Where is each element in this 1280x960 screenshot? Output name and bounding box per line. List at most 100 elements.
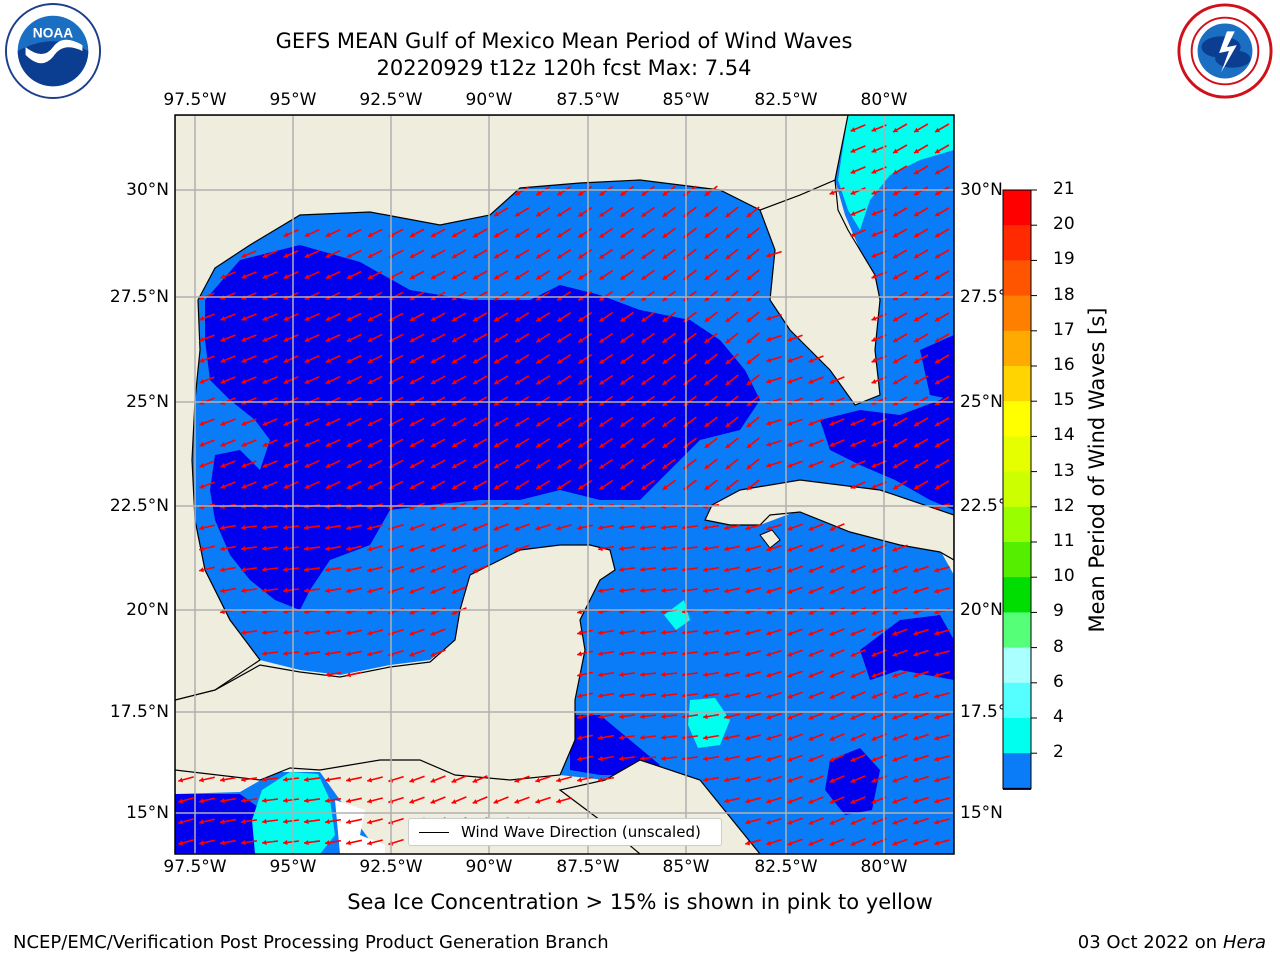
colorbar-tick-label: 13 <box>1053 460 1075 481</box>
wave-arrow-head <box>850 547 856 552</box>
wave-arrow-head <box>871 441 877 447</box>
wave-arrow-head <box>241 797 246 804</box>
wave-arrow-head <box>536 253 542 259</box>
wave-arrow-head <box>304 463 310 468</box>
wave-arrow-head <box>934 588 940 594</box>
wave-arrow-head <box>871 651 877 657</box>
colorbar-swatch <box>1003 682 1031 719</box>
sea-region-patch-cyan <box>688 698 730 748</box>
wave-arrow-head <box>304 818 309 825</box>
wave-arrow-head <box>557 463 563 469</box>
wave-arrow-head <box>724 567 729 573</box>
wave-arrow-head <box>304 232 310 237</box>
wave-arrow-head <box>409 232 415 238</box>
wave-arrow-head <box>746 317 752 323</box>
wave-arrow-head <box>935 148 941 154</box>
wave-arrow-head <box>787 693 793 699</box>
wave-arrow-head <box>934 819 940 825</box>
wave-arrow-head <box>787 756 793 762</box>
wave-arrow-head <box>262 379 268 384</box>
colorbar-tick-label: 14 <box>1053 425 1075 446</box>
wave-arrow-head <box>914 253 920 259</box>
wave-arrow-head <box>913 777 919 783</box>
wave-arrow-head <box>850 631 856 636</box>
wave-arrow-head <box>409 421 415 427</box>
wave-arrow-head <box>262 587 267 594</box>
wave-arrow-head <box>241 253 247 258</box>
wave-arrow-head <box>640 545 645 552</box>
wave-arrow-head <box>914 400 920 406</box>
wave-arrow-head <box>598 525 603 531</box>
wave-arrow-head <box>892 672 898 678</box>
wave-arrow-head <box>808 609 814 615</box>
land-yucatan <box>175 544 616 854</box>
wave-arrow-head <box>262 253 268 258</box>
wave-arrow-head <box>893 442 899 448</box>
wave-arrow-head <box>725 338 731 343</box>
wave-arrow-head <box>766 819 772 825</box>
wave-arrow-head <box>725 443 731 448</box>
wave-arrow-head <box>598 756 603 762</box>
wave-arrow-head <box>325 253 331 258</box>
wave-arrow-head <box>515 442 521 448</box>
map-gridlines <box>175 115 954 854</box>
wave-arrow-head <box>704 212 710 217</box>
colorbar-swatch <box>1003 401 1031 437</box>
wave-arrow-head <box>578 232 584 238</box>
wave-arrow-head <box>914 463 920 469</box>
wave-arrow-head <box>766 252 772 258</box>
wave-arrow-head <box>430 651 436 657</box>
wave-arrow-head <box>620 485 626 490</box>
wave-arrow-head <box>430 253 436 259</box>
y-tick-left: 20°N <box>126 600 169 620</box>
wave-arrow-head <box>220 315 226 321</box>
wave-arrow-head <box>704 233 710 238</box>
wave-arrow-head <box>515 463 521 469</box>
colorbar-swatch <box>1003 436 1031 473</box>
wave-arrow-head <box>283 650 288 657</box>
wave-arrow-head <box>913 672 919 678</box>
wave-arrow-head <box>829 190 835 195</box>
wave-arrow-head <box>745 756 751 762</box>
x-tick-top: 85°W <box>662 90 710 110</box>
wave-arrow-head <box>451 526 457 531</box>
wave-arrow-head <box>557 379 563 385</box>
wave-arrow-head <box>494 253 500 259</box>
wave-arrow-head <box>430 504 436 510</box>
wave-arrow-head <box>472 547 478 552</box>
wave-arrow-head <box>787 651 793 657</box>
wave-arrow-head <box>808 840 814 846</box>
wave-arrow-head <box>241 274 247 279</box>
wave-arrow-head <box>451 547 457 552</box>
wave-arrow-head <box>283 484 289 489</box>
wave-arrow-head <box>346 484 352 489</box>
wave-arrow-head <box>473 463 479 469</box>
wave-arrow-head <box>430 442 436 448</box>
wave-arrow-head <box>304 587 309 594</box>
wave-arrow-head <box>662 443 668 448</box>
wave-arrow-head <box>893 400 899 406</box>
wave-arrow-head <box>766 651 772 657</box>
wave-arrow-head <box>241 316 247 321</box>
sea-region-patch-cyan-2 <box>664 600 690 630</box>
wave-arrow-head <box>472 526 478 531</box>
wave-arrow-head <box>640 587 645 594</box>
wave-arrow-head <box>452 400 458 406</box>
wave-arrow-head <box>914 484 920 490</box>
wave-arrow-head <box>850 652 856 657</box>
y-tick-left: 22.5°N <box>109 496 169 516</box>
wave-arrow-head <box>808 546 814 552</box>
wave-arrow-head <box>662 464 668 469</box>
wave-arrow-head <box>199 462 205 468</box>
wave-arrow-head <box>262 524 267 531</box>
wave-arrow-head <box>913 714 919 720</box>
wave-arrow-head <box>850 736 856 741</box>
wave-arrow-head <box>871 336 877 342</box>
wave-arrow-head <box>850 190 856 195</box>
wave-arrow-head <box>850 778 856 783</box>
wave-arrow-head <box>515 400 521 406</box>
wave-arrow-head <box>262 484 268 489</box>
wave-arrow-head <box>787 378 793 384</box>
wave-arrow-head <box>578 190 584 196</box>
